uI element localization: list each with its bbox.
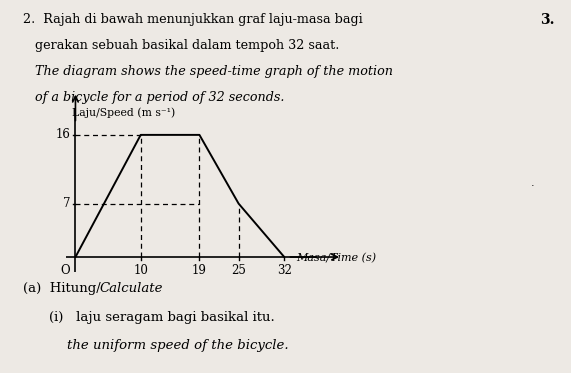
Text: the uniform speed of the bicycle.: the uniform speed of the bicycle. (67, 339, 288, 352)
Text: Calculate: Calculate (100, 282, 163, 295)
Text: gerakan sebuah basikal dalam tempoh 32 saat.: gerakan sebuah basikal dalam tempoh 32 s… (23, 39, 339, 52)
Text: 10: 10 (133, 264, 148, 277)
Text: Laju/Speed (m s⁻¹): Laju/Speed (m s⁻¹) (72, 107, 175, 118)
Text: (i)   laju seragam bagi basikal itu.: (i) laju seragam bagi basikal itu. (49, 311, 274, 325)
Text: 32: 32 (277, 264, 292, 277)
Text: Masa/Time (s): Masa/Time (s) (296, 253, 376, 263)
Text: 19: 19 (192, 264, 207, 277)
Text: 7: 7 (63, 197, 70, 210)
Text: 3.: 3. (540, 13, 554, 27)
Text: .: . (531, 179, 534, 188)
Text: O: O (61, 264, 70, 277)
Text: of a bicycle for a period of 32 seconds.: of a bicycle for a period of 32 seconds. (23, 91, 284, 104)
Text: The diagram shows the speed-time graph of the motion: The diagram shows the speed-time graph o… (23, 65, 393, 78)
Text: 2.  Rajah di bawah menunjukkan graf laju-masa bagi: 2. Rajah di bawah menunjukkan graf laju-… (23, 13, 363, 26)
Text: (a)  Hitung/: (a) Hitung/ (23, 282, 100, 295)
Text: 25: 25 (231, 264, 246, 277)
Text: 16: 16 (55, 128, 70, 141)
